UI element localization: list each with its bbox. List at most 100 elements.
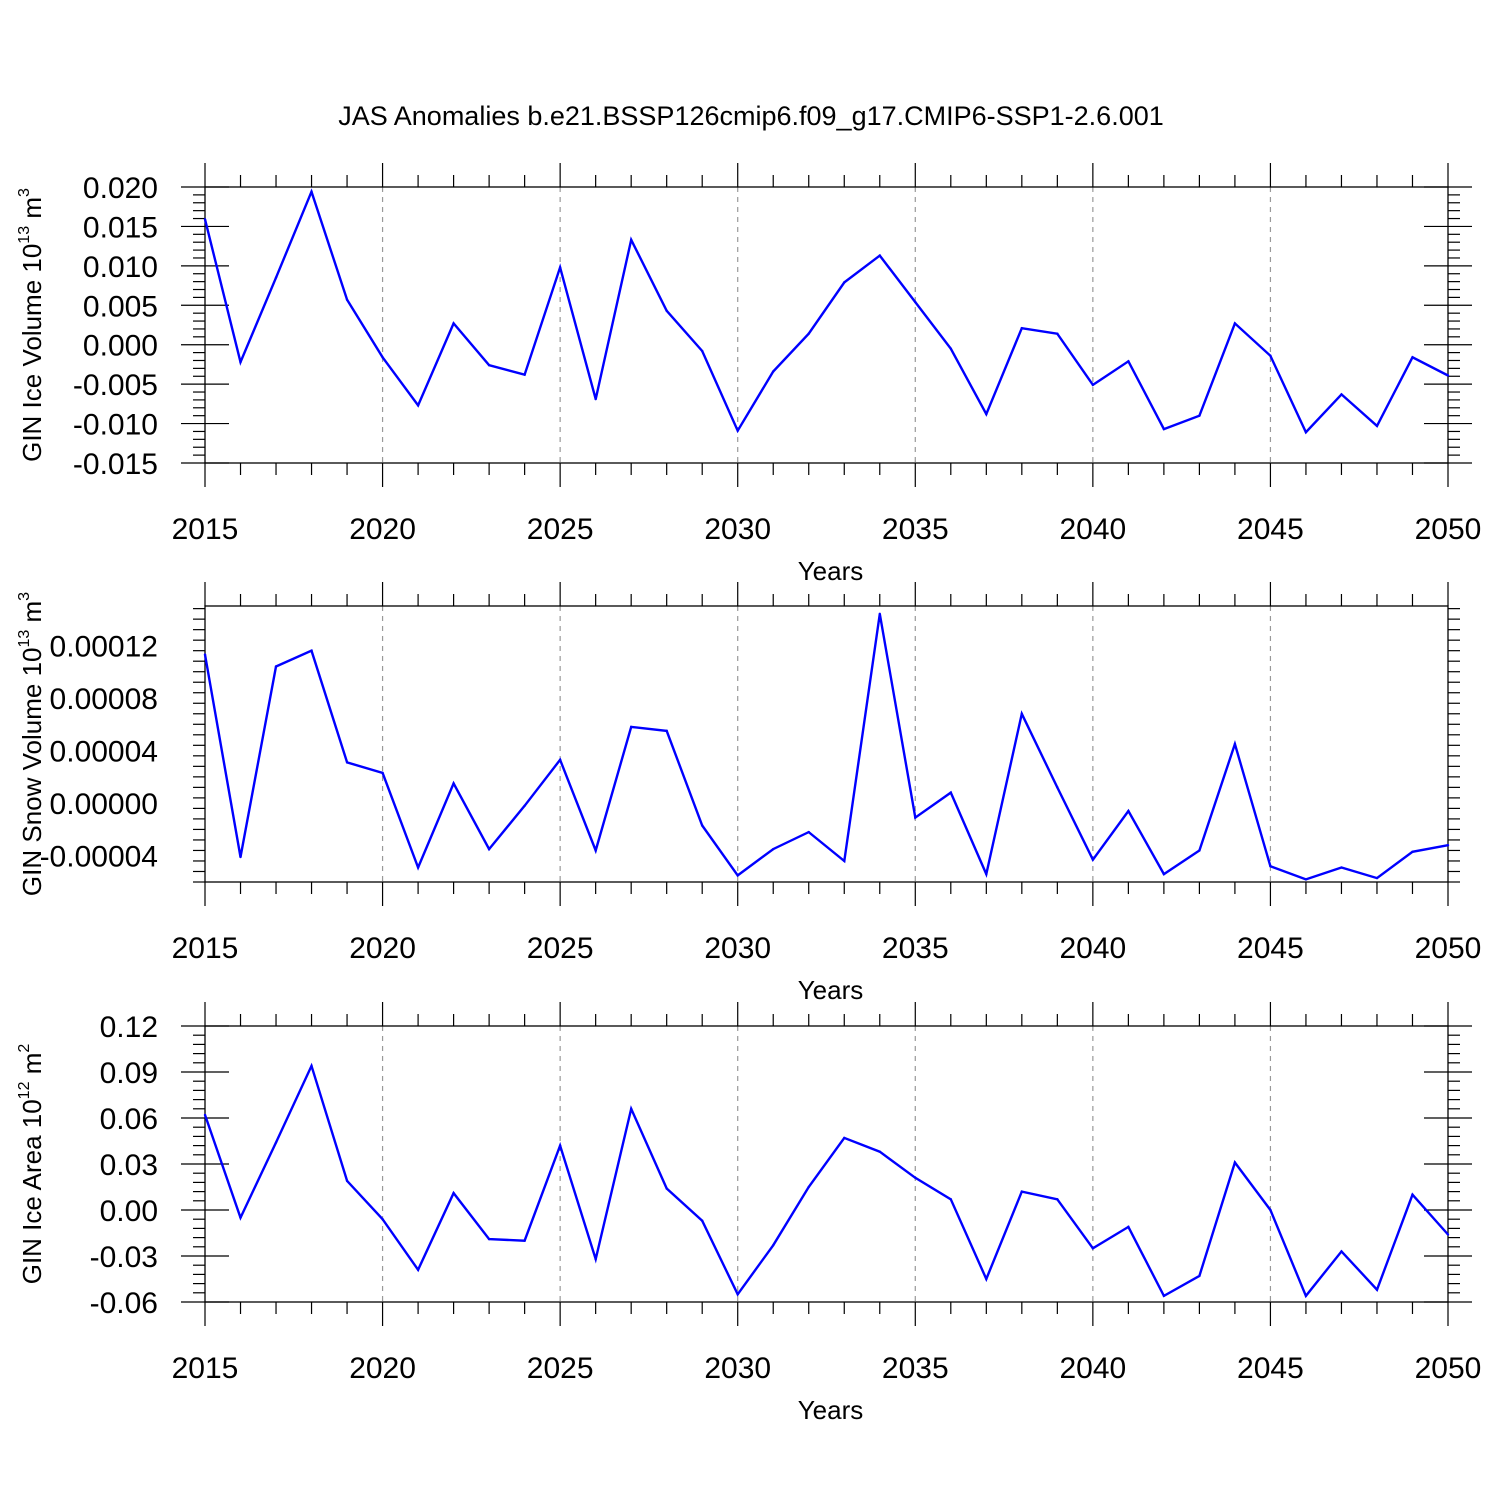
data-point xyxy=(594,397,597,401)
data-point xyxy=(594,849,597,852)
data-point xyxy=(1198,1274,1201,1278)
x-tick-label: 2045 xyxy=(1237,513,1304,546)
panels: 2015 2020 2025 2030 2035 2040 2045 2050 0.020 0.0… xyxy=(16,163,1481,1425)
y-tick-label: 0.06 xyxy=(100,1103,158,1136)
data-point xyxy=(665,729,668,733)
x-tick-label: 2035 xyxy=(882,1352,949,1385)
series-line xyxy=(203,1062,1449,1299)
data-point xyxy=(1162,1294,1166,1298)
y-tick-label: -0.00004 xyxy=(40,841,158,874)
data-point xyxy=(1375,876,1379,880)
data-point xyxy=(843,281,846,284)
data-point xyxy=(381,1218,384,1221)
data-point xyxy=(701,824,704,827)
y-tick-label: 0.00012 xyxy=(50,630,158,663)
data-point xyxy=(558,1144,562,1147)
x-axis-title: Years xyxy=(798,556,864,586)
data-point xyxy=(1198,414,1201,417)
data-point xyxy=(558,758,562,761)
x-tick-label: 2040 xyxy=(1059,513,1126,546)
data-point xyxy=(1162,427,1166,431)
data-point xyxy=(1233,1161,1237,1164)
data-point xyxy=(1056,1198,1059,1201)
x-tick-label: 2030 xyxy=(704,932,771,965)
data-point xyxy=(1127,360,1130,363)
y-tick-label: -0.005 xyxy=(73,369,158,402)
data-point xyxy=(1375,424,1379,428)
y-axis-title-exp: 12 xyxy=(16,1081,33,1099)
data-point xyxy=(1446,1233,1450,1236)
data-point xyxy=(985,1277,988,1281)
plot-frame xyxy=(204,605,1449,883)
data-point xyxy=(629,725,633,729)
data-point xyxy=(416,1268,420,1272)
plot-frame xyxy=(204,186,1449,464)
y-tick-label: 0.00000 xyxy=(50,788,158,821)
y-tick-label: 0.09 xyxy=(100,1057,158,1090)
data-point xyxy=(807,1185,810,1189)
x-tick-label: 2030 xyxy=(704,1352,771,1385)
data-point xyxy=(772,1244,775,1247)
data-point xyxy=(629,1107,633,1111)
y-tick-label: 0.00008 xyxy=(50,683,158,716)
y-axis-title-unit: m xyxy=(17,1053,47,1082)
y-axis-title-base: GIN Ice Area 10 xyxy=(17,1099,47,1284)
data-point xyxy=(1127,809,1130,813)
data-point xyxy=(487,1237,491,1241)
x-tick-label: 2020 xyxy=(349,932,416,965)
data-point xyxy=(1020,712,1024,715)
data-point xyxy=(914,816,917,819)
data-point xyxy=(239,360,242,364)
data-point xyxy=(1340,866,1343,869)
data-point xyxy=(452,322,455,325)
x-tick-label: 2025 xyxy=(527,1352,594,1385)
data-point xyxy=(1269,1208,1272,1212)
x-tick-label: 2040 xyxy=(1059,932,1126,965)
data-point xyxy=(701,349,704,353)
data-point xyxy=(1304,878,1308,881)
data-point xyxy=(807,830,810,834)
data-point xyxy=(1304,431,1308,434)
data-point xyxy=(345,1179,349,1183)
data-point xyxy=(1056,786,1059,789)
y-tick-label: 0.12 xyxy=(100,1011,158,1044)
data-point xyxy=(843,859,846,863)
x-tick-label: 2050 xyxy=(1415,1352,1482,1385)
data-point xyxy=(1446,844,1450,847)
x-tick-label: 2045 xyxy=(1237,932,1304,965)
data-point xyxy=(523,373,526,376)
data-point xyxy=(239,855,242,859)
data-point xyxy=(274,665,278,668)
data-point xyxy=(1340,1250,1343,1253)
x-tick-label: 2040 xyxy=(1059,1352,1126,1385)
y-tick-label: 0.005 xyxy=(83,290,158,323)
y-tick-label: 0.00004 xyxy=(50,736,158,769)
data-point xyxy=(523,804,526,807)
series-line xyxy=(203,613,1449,881)
data-point xyxy=(736,874,739,877)
x-tick-label: 2025 xyxy=(527,932,594,965)
y-tick-label: -0.015 xyxy=(73,448,158,481)
y-axis-title-exp: 13 xyxy=(16,226,33,244)
y-axis-title-unit: m xyxy=(17,601,47,630)
data-point xyxy=(1056,332,1059,335)
y-tick-label: 0.00 xyxy=(100,1195,158,1228)
data-point xyxy=(1375,1288,1379,1291)
data-point xyxy=(807,332,810,335)
data-point xyxy=(1091,858,1095,861)
x-tick-label: 2020 xyxy=(349,513,416,546)
y-axis-title-unit-exp: 3 xyxy=(16,592,33,601)
data-point xyxy=(665,1187,668,1190)
data-point xyxy=(1446,374,1450,377)
data-point xyxy=(523,1239,526,1242)
data-point xyxy=(381,356,384,359)
x-tick-label: 2035 xyxy=(882,932,949,965)
data-point xyxy=(878,254,881,257)
data-point xyxy=(203,1113,207,1117)
y-axis-title-unit: m xyxy=(17,197,47,226)
data-point xyxy=(1411,850,1414,853)
y-axis-title-base: GIN Ice Volume 10 xyxy=(17,244,47,462)
data-point xyxy=(949,347,952,350)
data-point xyxy=(878,612,881,616)
